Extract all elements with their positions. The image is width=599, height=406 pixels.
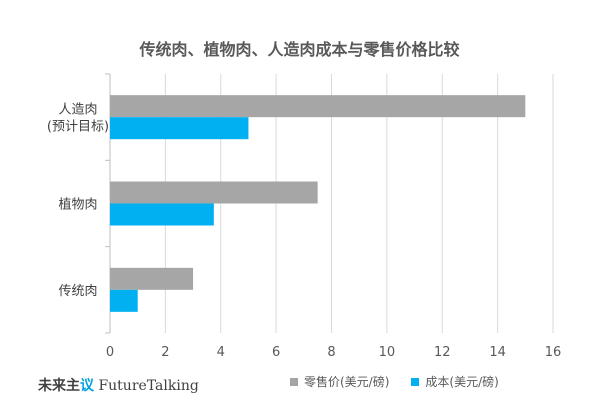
x-tick-label: 8 [327,345,335,360]
bar-retail [110,267,194,290]
bar-cost [110,203,214,226]
x-tick-label: 0 [106,345,114,360]
x-tick-label: 16 [545,345,562,360]
brand-part1: 未来主 [38,378,80,394]
x-tick-label: 14 [489,345,506,360]
chart-legend: 零售价(美元/磅) 成本(美元/磅) [290,373,499,390]
bar-cost [110,117,249,140]
chart-title: 传统肉、植物肉、人造肉成本与零售价格比较 [139,40,460,59]
x-tick-label: 4 [217,345,225,360]
brand-part3: FutureTalking [94,378,199,394]
legend-label-retail: 零售价(美元/磅) [304,375,390,389]
legend-item-retail: 零售价(美元/磅) [290,373,389,390]
category-label: (预计目标) [47,120,109,135]
category-label: 人造肉 [58,103,97,118]
x-tick-label: 10 [379,345,396,360]
bar-cost [110,289,138,312]
x-tick-label: 12 [434,345,451,360]
brand-watermark: 未来主议 FutureTalking [38,375,199,395]
legend-swatch-retail [290,377,298,386]
x-tick-label: 6 [272,345,280,360]
bar-retail [110,181,318,204]
x-tick-label: 2 [161,345,169,360]
category-label: 传统肉 [58,284,97,299]
legend-item-cost: 成本(美元/磅) [411,373,499,390]
legend-label-cost: 成本(美元/磅) [425,375,499,389]
brand-part2: 议 [80,378,94,394]
bar-retail [110,95,526,118]
legend-swatch-cost [411,377,420,386]
category-label: 植物肉 [58,198,97,213]
